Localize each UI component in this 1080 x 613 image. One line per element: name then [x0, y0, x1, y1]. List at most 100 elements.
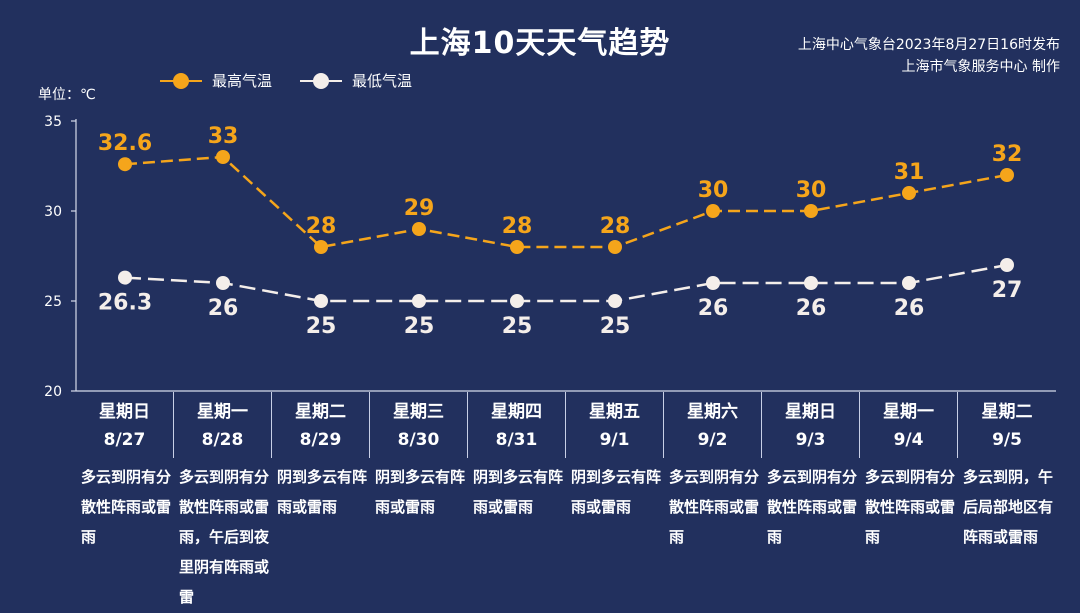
y-tick-label: 30 — [44, 204, 62, 220]
weather-description: 多云到阴有分散性阵雨或雷雨 — [865, 468, 956, 546]
page-title: 上海10天天气趋势 — [409, 26, 671, 61]
weekday-label: 星期三 — [393, 402, 444, 422]
data-label-high: 31 — [894, 160, 925, 185]
data-point-low — [608, 294, 622, 308]
weekday-label: 星期日 — [99, 402, 150, 422]
date-label: 9/2 — [697, 430, 728, 450]
date-label: 9/5 — [992, 430, 1022, 450]
chart-legend: 最高气温 最低气温 — [160, 70, 412, 91]
issuer-info: 上海中心气象台2023年8月27日16时发布 上海市气象服务中心 制作 — [798, 34, 1060, 78]
issuer-line-2: 上海市气象服务中心 制作 — [901, 59, 1060, 75]
data-label-high: 28 — [502, 214, 533, 239]
data-point-high — [608, 240, 622, 254]
data-label-low: 26 — [208, 296, 239, 321]
date-label: 8/31 — [495, 430, 538, 450]
data-point-high — [804, 204, 818, 218]
weekday-label: 星期一 — [197, 402, 248, 422]
weekday-label: 星期五 — [589, 402, 640, 422]
legend-item-high: 最高气温 — [160, 70, 272, 91]
data-label-high: 32 — [992, 142, 1023, 167]
date-label: 9/1 — [599, 430, 630, 450]
day-cell: 星期二 9/5 — [958, 392, 1056, 458]
data-point-low — [902, 276, 916, 290]
weekday-label: 星期日 — [785, 402, 836, 422]
y-tick-label: 20 — [44, 384, 62, 400]
day-cell: 星期日 8/27 — [76, 392, 174, 458]
data-label-high: 28 — [306, 214, 337, 239]
day-header-row: 星期日 8/27 星期一 8/28 星期二 8/29 星期三 8/30 星期四 8/31 星期五 9/… — [76, 392, 1056, 458]
date-label: 9/3 — [795, 430, 826, 450]
day-cell: 星期五 9/1 — [566, 392, 664, 458]
data-label-low: 25 — [404, 314, 435, 339]
weekday-label: 星期一 — [883, 402, 934, 422]
data-point-low — [804, 276, 818, 290]
data-point-low — [510, 294, 524, 308]
weekday-label: 星期六 — [687, 402, 738, 422]
data-point-high — [902, 186, 916, 200]
weather-description: 多云到阴有分散性阵雨或雷雨 — [669, 468, 760, 546]
data-label-low: 25 — [502, 314, 533, 339]
weather-description: 阴到多云有阵雨或雷雨 — [375, 468, 466, 516]
data-point-low — [216, 276, 230, 290]
data-point-low — [314, 294, 328, 308]
legend-swatch-low — [300, 72, 343, 89]
day-cell: 星期日 9/3 — [762, 392, 860, 458]
weather-description: 多云到阴有分散性阵雨或雷雨，午后到夜里阴有阵雨或雷 — [179, 468, 270, 606]
data-point-low — [706, 276, 720, 290]
data-label-high: 30 — [796, 178, 827, 203]
data-point-low — [412, 294, 426, 308]
series-line-high — [124, 155, 1008, 249]
y-tick-label: 25 — [44, 294, 62, 310]
unit-label: 单位：℃ — [38, 87, 96, 103]
weather-description: 多云到阴，午后局部地区有阵雨或雷雨 — [963, 468, 1054, 546]
weather-description: 阴到多云有阵雨或雷雨 — [571, 468, 662, 516]
weather-description: 阴到多云有阵雨或雷雨 — [473, 468, 564, 516]
weekday-label: 星期四 — [491, 402, 542, 422]
data-point-high — [706, 204, 720, 218]
weather-description: 阴到多云有阵雨或雷雨 — [277, 468, 368, 516]
day-cell: 星期一 8/28 — [174, 392, 272, 458]
data-label-low: 25 — [600, 314, 631, 339]
data-label-low: 26.3 — [98, 291, 152, 316]
data-label-low: 26 — [698, 296, 729, 321]
data-label-high: 29 — [404, 196, 435, 221]
data-label-high: 30 — [698, 178, 729, 203]
weather-description-row: 多云到阴有分散性阵雨或雷雨 多云到阴有分散性阵雨或雷雨，午后到夜里阴有阵雨或雷 阴到… — [76, 462, 1056, 612]
legend-label-high: 最高气温 — [212, 72, 273, 90]
weekday-label: 星期二 — [981, 402, 1033, 422]
day-cell: 星期三 8/30 — [370, 392, 468, 458]
data-point-high — [412, 222, 426, 236]
data-label-low: 26 — [894, 296, 925, 321]
date-label: 9/4 — [893, 430, 924, 450]
day-cell: 星期六 9/2 — [664, 392, 762, 458]
data-label-low: 25 — [306, 314, 337, 339]
temperature-chart: 20 25 30 35 32.6 33 28 29 28 28 30 30 31 32 26.3 26 25 25… — [44, 114, 1056, 400]
weekday-label: 星期二 — [295, 402, 346, 422]
day-cell: 星期二 8/29 — [272, 392, 370, 458]
legend-label-low: 最低气温 — [352, 72, 413, 90]
y-tick-label: 35 — [44, 114, 62, 130]
data-label-low: 26 — [796, 296, 827, 321]
day-cell: 星期四 8/31 — [468, 392, 566, 458]
data-point-high — [510, 240, 524, 254]
weather-description: 多云到阴有分散性阵雨或雷雨 — [81, 468, 172, 546]
day-cell: 星期一 9/4 — [860, 392, 958, 458]
series-line-low — [124, 263, 1008, 303]
date-label: 8/27 — [103, 430, 146, 450]
data-point-high — [1000, 168, 1014, 182]
weather-description: 多云到阴有分散性阵雨或雷雨 — [767, 468, 858, 546]
data-point-low — [1000, 258, 1014, 272]
issuer-line-1: 上海中心气象台2023年8月27日16时发布 — [797, 37, 1060, 53]
data-point-high — [216, 150, 230, 164]
data-label-high: 33 — [208, 124, 239, 149]
date-label: 8/30 — [397, 430, 440, 450]
data-label-high: 32.6 — [98, 131, 152, 156]
data-point-high — [118, 157, 132, 172]
data-label-low: 27 — [992, 278, 1023, 303]
date-label: 8/28 — [201, 430, 244, 450]
legend-item-low: 最低气温 — [300, 70, 412, 91]
data-point-low — [118, 270, 132, 285]
date-label: 8/29 — [299, 430, 342, 450]
legend-swatch-high — [160, 72, 202, 89]
data-label-high: 28 — [600, 214, 631, 239]
